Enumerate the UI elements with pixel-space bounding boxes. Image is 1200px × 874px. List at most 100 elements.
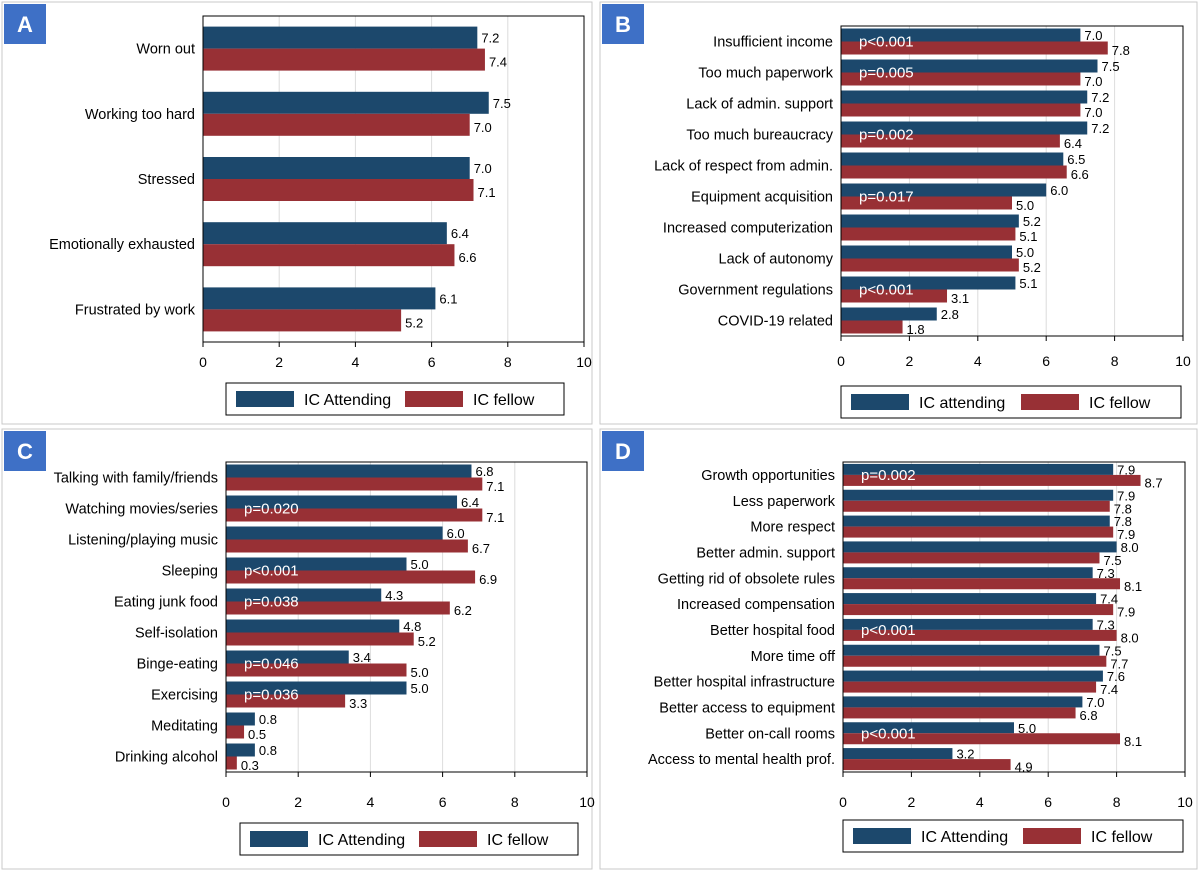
bar-fellow: [841, 165, 1067, 179]
category-label: COVID-19 related: [718, 314, 833, 330]
value-label-fellow: 7.1: [486, 510, 504, 525]
legend-label-fellow: IC fellow: [487, 832, 549, 849]
bar-fellow: [843, 500, 1110, 512]
value-label-fellow: 1.8: [907, 322, 925, 337]
value-label-fellow: 7.0: [1084, 105, 1102, 120]
plot-frame: [225, 461, 588, 773]
category-label: Better on-call rooms: [705, 726, 835, 742]
bar-attending: [226, 588, 382, 602]
legend-label-attending: IC attending: [919, 395, 1005, 412]
value-label-attending: 6.0: [1050, 183, 1068, 198]
bar-fellow: [841, 134, 1060, 148]
bar-attending: [841, 90, 1088, 104]
bar-fellow: [226, 725, 245, 739]
legend: IC attending IC fellow: [840, 385, 1182, 419]
value-label-fellow: 7.5: [1104, 553, 1122, 568]
category-label: Access to mental health prof.: [648, 752, 835, 768]
value-label-attending: 7.0: [1086, 695, 1104, 710]
bar-fellow: [841, 289, 948, 303]
legend-label-attending: IC Attending: [921, 829, 1008, 846]
bar-attending: [843, 489, 1114, 501]
value-label-attending: 7.5: [1104, 643, 1122, 658]
bar-fellow: [203, 179, 474, 201]
value-label-fellow: 7.1: [486, 479, 504, 494]
x-tick-label: 6: [1044, 794, 1052, 810]
value-label-attending: 7.3: [1097, 617, 1115, 632]
legend-label-attending: IC Attending: [304, 392, 391, 409]
bar-fellow: [226, 601, 450, 615]
legend-label-attending: IC Attending: [318, 832, 405, 849]
value-label-attending: 3.4: [353, 650, 371, 665]
value-label-attending: 5.0: [1016, 245, 1034, 260]
value-label-fellow: 5.0: [1016, 198, 1034, 213]
value-label-fellow: 6.9: [479, 572, 497, 587]
bar-fellow: [843, 578, 1121, 590]
panel-d: Growth opportunities 7.9 8.7 p=0.002 Less pa…: [599, 428, 1198, 870]
bar-attending: [226, 464, 472, 478]
value-label-fellow: 6.7: [472, 541, 490, 556]
bar-fellow: [843, 526, 1114, 538]
value-label-attending: 6.8: [475, 464, 493, 479]
bar-fellow: [226, 539, 468, 553]
x-tick-label: 4: [976, 794, 984, 810]
category-label: Better admin. support: [696, 545, 835, 561]
bar-attending: [226, 526, 443, 540]
x-tick-label: 2: [294, 794, 302, 810]
value-label-attending: 5.0: [1018, 721, 1036, 736]
p-value-label: p=0.017: [859, 189, 914, 206]
value-label-fellow: 8.7: [1145, 475, 1163, 490]
bar-fellow: [843, 681, 1097, 693]
legend-label-fellow: IC fellow: [473, 392, 535, 409]
bar-fellow: [203, 48, 485, 71]
value-label-attending: 6.5: [1067, 152, 1085, 167]
plot-frame: [202, 15, 585, 343]
value-label-fellow: 5.2: [1023, 260, 1041, 275]
value-label-attending: 5.0: [411, 681, 429, 696]
x-tick-label: 0: [837, 353, 845, 369]
bar-fellow: [843, 552, 1100, 564]
p-value-label: p=0.046: [244, 656, 299, 673]
bar-attending: [226, 681, 407, 695]
value-label-attending: 5.2: [1023, 214, 1041, 229]
category-label: Binge-eating: [137, 657, 218, 673]
category-label: More respect: [750, 520, 835, 536]
x-tick-label: 2: [908, 794, 916, 810]
bar-attending: [843, 515, 1110, 527]
x-tick-label: 4: [974, 353, 982, 369]
category-label: Emotionally exhausted: [49, 237, 195, 253]
bar-attending: [843, 722, 1014, 734]
bar-attending: [843, 618, 1093, 630]
legend-swatch-attending: [236, 391, 294, 407]
bar-fellow: [203, 113, 470, 136]
bar-fellow: [841, 258, 1019, 272]
legend-label-fellow: IC fellow: [1089, 395, 1151, 412]
category-label: More time off: [751, 649, 836, 665]
value-label-fellow: 7.0: [1084, 74, 1102, 89]
value-label-fellow: 6.6: [1071, 167, 1089, 182]
value-label-fellow: 7.9: [1117, 527, 1135, 542]
panel-badge: [4, 431, 46, 471]
value-label-attending: 7.2: [1091, 121, 1109, 136]
bar-fellow: [226, 508, 483, 522]
value-label-attending: 7.8: [1114, 514, 1132, 529]
value-label-attending: 7.5: [493, 96, 511, 111]
x-tick-label: 8: [511, 794, 519, 810]
category-label: Too much paperwork: [698, 66, 833, 82]
bar-fellow: [226, 632, 414, 646]
bar-attending: [226, 557, 407, 571]
bar-attending: [226, 650, 349, 664]
value-label-attending: 4.8: [403, 619, 421, 634]
bar-fellow: [843, 733, 1121, 745]
value-label-fellow: 7.0: [474, 120, 492, 135]
x-tick-label: 0: [199, 354, 207, 370]
value-label-fellow: 7.4: [1100, 682, 1118, 697]
bar-attending: [226, 712, 255, 726]
category-label: Insufficient income: [713, 35, 833, 51]
plot-frame: [840, 25, 1184, 337]
x-tick-label: 4: [367, 794, 375, 810]
value-label-attending: 0.8: [259, 743, 277, 758]
value-label-attending: 7.4: [1100, 592, 1118, 607]
p-value-label: p<0.001: [861, 725, 916, 742]
value-label-attending: 5.1: [1019, 276, 1037, 291]
bar-fellow: [843, 604, 1114, 616]
